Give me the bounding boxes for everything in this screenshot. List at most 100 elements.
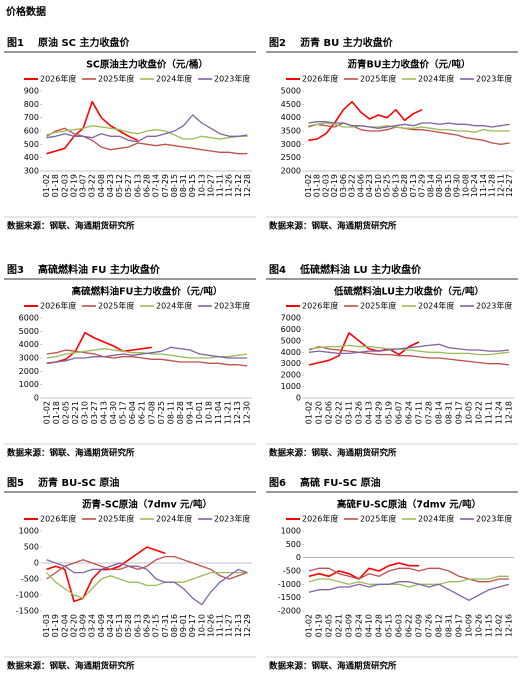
- y-tick-label: 5000: [281, 87, 301, 96]
- series-line: [46, 331, 152, 365]
- chart-title: 高硫FU-SC原油（7dmv 元/吨）: [337, 499, 481, 511]
- x-tick-label: 03-24: [88, 614, 97, 637]
- y-tick-label: -500: [283, 567, 301, 576]
- x-tick-label: 10-26: [475, 614, 484, 637]
- series-line: [308, 562, 419, 580]
- x-tick-label: 08-15: [170, 174, 179, 197]
- y-tick-label: 3000: [281, 140, 301, 149]
- x-tick-label: 02-20: [69, 614, 78, 637]
- x-tick-label: 02-05: [61, 401, 70, 424]
- x-tick-label: 07-11: [415, 401, 424, 424]
- x-tick-label: 11-04: [214, 401, 223, 424]
- y-tick-label: 2000: [281, 167, 301, 176]
- series-line: [308, 345, 510, 366]
- x-tick-label: 06-13: [133, 614, 142, 637]
- legend-label: 2024年度: [156, 74, 192, 84]
- series-line: [308, 122, 510, 145]
- x-tick-label: 12-27: [505, 174, 514, 197]
- source-note: 数据来源：钢联、海通期货研究所: [269, 448, 397, 459]
- x-tick-label: 01-18: [313, 174, 322, 197]
- x-tick-label: 02-05: [325, 614, 334, 637]
- x-tick-label: 01-19: [315, 614, 324, 637]
- x-tick-label: 02-03: [60, 174, 69, 197]
- y-tick-label: 4500: [281, 100, 301, 109]
- y-tick-label: 5000: [19, 327, 39, 336]
- x-tick-label: 01-03: [42, 614, 51, 637]
- y-tick-label: -1000: [278, 580, 301, 589]
- x-tick-label: 02-21: [71, 401, 80, 424]
- x-tick-label: 04-13: [365, 401, 374, 424]
- y-tick-label: 3000: [19, 354, 39, 363]
- x-tick-label: 01-02: [42, 174, 51, 197]
- x-tick-label: 05-12: [115, 174, 124, 197]
- x-tick-label: 11-28: [488, 174, 497, 197]
- x-tick-label: 03-07: [79, 174, 88, 197]
- y-tick-label: 300: [24, 167, 39, 176]
- x-tick-label: 10-05: [465, 401, 474, 424]
- legend-label: 2024年度: [418, 514, 454, 524]
- x-tick-label: 09-17: [455, 614, 464, 637]
- figure-number: 图2: [269, 37, 286, 49]
- y-tick-label: 1000: [281, 382, 301, 391]
- series-line: [308, 344, 510, 356]
- x-tick-label: 04-10: [365, 614, 374, 637]
- x-tick-label: 04-29: [375, 401, 384, 424]
- y-tick-label: 400: [24, 153, 39, 162]
- figure-number: 图3: [7, 264, 24, 276]
- legend-label: 2024年度: [418, 74, 454, 84]
- x-tick-label: 10-10: [197, 614, 206, 637]
- legend-label: 2024年度: [418, 301, 454, 311]
- figure-caption: 沥青 BU-SC 原油: [38, 476, 119, 489]
- x-tick-label: 06-04: [128, 401, 137, 424]
- x-tick-label: 11-11: [216, 174, 225, 197]
- figure-caption: 高硫燃料油 FU 主力收盘价: [38, 263, 161, 276]
- x-tick-label: 01-18: [52, 401, 61, 424]
- figure-caption: 高硫 FU-SC 原油: [300, 476, 381, 489]
- x-tick-label: 03-27: [90, 401, 99, 424]
- x-tick-label: 12-12: [234, 174, 243, 197]
- x-tick-label: 08-30: [435, 174, 444, 197]
- chart-title: 低硫燃料油LU主力收盘价（元/吨）: [333, 286, 484, 298]
- legend-label: 2024年度: [156, 514, 192, 524]
- y-tick-label: 6000: [19, 314, 39, 323]
- x-tick-label: 06-13: [133, 174, 142, 197]
- x-tick-label: 04-23: [106, 174, 115, 197]
- legend-label: 2025年度: [360, 301, 396, 311]
- y-tick-label: 1000: [19, 527, 39, 536]
- x-tick-label: 08-31: [179, 174, 188, 197]
- y-tick-label: 3500: [281, 127, 301, 136]
- y-tick-label: 500: [24, 543, 39, 552]
- legend-label: 2025年度: [360, 514, 396, 524]
- y-tick-label: -1500: [16, 607, 39, 616]
- y-tick-label: 2500: [281, 153, 301, 162]
- x-tick-label: 03-09: [345, 614, 354, 637]
- y-tick-label: 900: [24, 87, 39, 96]
- x-tick-label: 08-31: [445, 614, 454, 637]
- y-tick-label: -2000: [278, 607, 301, 616]
- series-line: [308, 567, 509, 583]
- x-tick-label: 04-30: [109, 401, 118, 424]
- x-tick-label: 03-26: [355, 401, 364, 424]
- figure-caption: 原油 SC 主力收盘价: [38, 36, 131, 49]
- x-tick-label: 02-06: [325, 401, 334, 424]
- x-tick-label: 02-22: [335, 401, 344, 424]
- x-tick-label: 08-31: [445, 401, 454, 424]
- x-tick-label: 05-13: [115, 614, 124, 637]
- series-line: [46, 127, 248, 155]
- y-tick-label: -500: [21, 575, 39, 584]
- x-tick-label: 03-09: [79, 614, 88, 637]
- x-tick-label: 02-04: [60, 614, 69, 637]
- series-line: [308, 122, 510, 133]
- x-tick-label: 12-02: [495, 614, 504, 637]
- series-line: [46, 559, 248, 606]
- x-tick-label: 06-28: [143, 174, 152, 197]
- x-tick-label: 06-07: [395, 401, 404, 424]
- chart-title: 沥青BU主力收盘价（元/吨）: [348, 59, 471, 71]
- x-tick-label: 07-29: [418, 174, 427, 197]
- x-tick-label: 09-15: [188, 174, 197, 197]
- series-line: [308, 121, 510, 129]
- x-tick-label: 06-29: [143, 614, 152, 637]
- x-tick-label: 03-10: [80, 401, 89, 424]
- y-tick-label: 1000: [281, 527, 301, 536]
- y-tick-label: 6000: [281, 325, 301, 334]
